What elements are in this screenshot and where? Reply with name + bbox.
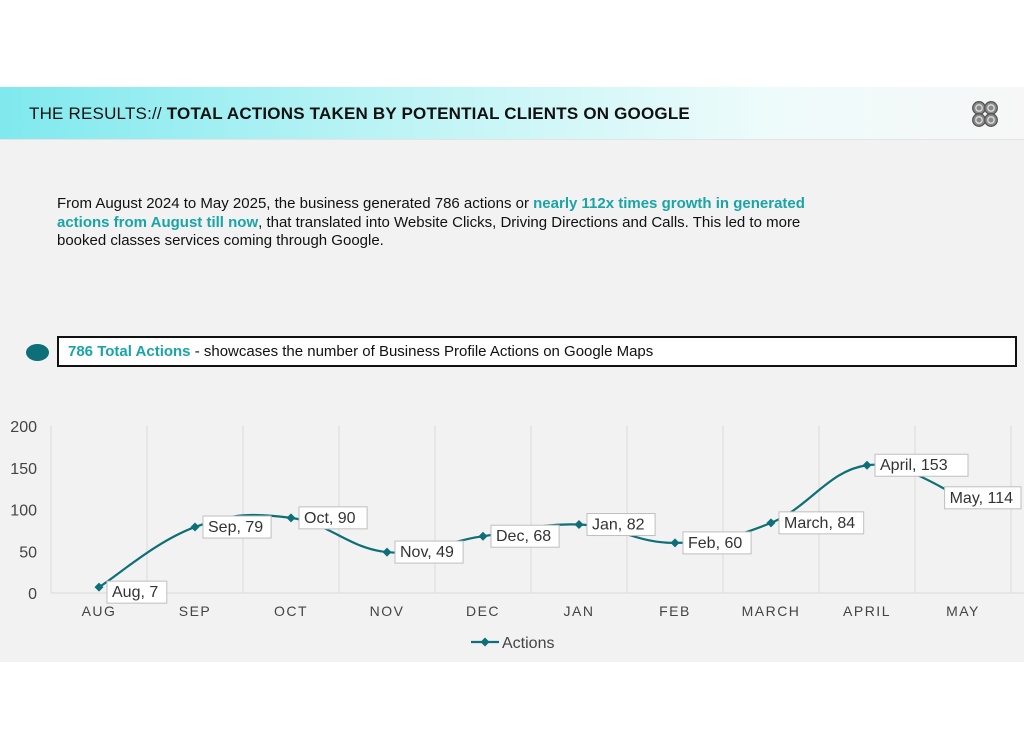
data-label: Jan, 82 (586, 513, 656, 537)
intro-highlight: nearly 112x times growth in generated ac… (57, 195, 805, 231)
data-label: Dec, 68 (490, 524, 560, 548)
data-label: Aug, 7 (106, 580, 168, 604)
data-label: Sep, 79 (202, 515, 272, 539)
y-tick-label: 50 (19, 544, 37, 561)
chart-legend: Actions (471, 635, 554, 652)
data-label-box (586, 513, 656, 537)
data-point-marker (862, 460, 872, 470)
x-tick-label: AUG (82, 603, 117, 619)
x-tick-label: MARCH (742, 603, 801, 619)
data-label-text: April, 153 (880, 457, 948, 474)
data-label: April, 153 (874, 453, 969, 477)
total-actions-callout: 786 Total Actions - showcases the number… (57, 336, 1017, 367)
x-tick-label: FEB (659, 603, 691, 619)
data-label: March, 84 (778, 511, 865, 535)
data-label-box (944, 486, 1022, 510)
title-prefix: THE RESULTS:// (29, 104, 162, 123)
intro-text-1: From August 2024 to May 2025, the busine… (57, 195, 534, 212)
x-tick-label: NOV (370, 603, 405, 619)
intro-text-2: , that translated into Website Clicks, D… (57, 213, 801, 250)
data-point-marker (382, 547, 392, 557)
data-point-marker (478, 531, 488, 541)
callout-highlight: 786 Total Actions (68, 343, 191, 360)
data-label-box (778, 511, 865, 535)
data-point-marker (94, 582, 104, 592)
y-tick-label: 200 (10, 419, 37, 436)
quad-circle-logo-icon (972, 101, 998, 127)
data-label-box (106, 580, 168, 604)
data-labels: Aug, 7 Sep, 79 Oct, 90 Nov, 49 Dec, 68 Jan, 8… (106, 453, 1022, 604)
data-label-box (394, 540, 464, 564)
chart-gridlines (50, 426, 1024, 594)
legend-marker-icon (480, 637, 490, 647)
data-label-text: Oct, 90 (304, 510, 356, 527)
title-main: TOTAL ACTIONS TAKEN BY POTENTIAL CLIENTS… (166, 104, 690, 123)
data-label-text: May, 114 (950, 490, 1014, 507)
y-axis: 0 50 100 150 200 (10, 419, 37, 603)
data-label-text: Nov, 49 (400, 544, 454, 561)
bullet-dot-icon (26, 344, 49, 361)
data-label-text: March, 84 (784, 515, 855, 532)
data-label-text: Aug, 7 (112, 584, 158, 601)
legend-label: Actions (502, 635, 554, 652)
data-label-box (202, 515, 272, 539)
data-point-marker (286, 513, 296, 523)
data-label: Nov, 49 (394, 540, 464, 564)
intro-paragraph: From August 2024 to May 2025, the busine… (57, 195, 817, 251)
data-point-marker (766, 518, 776, 528)
data-label-box (874, 453, 969, 477)
data-label-text: Feb, 60 (688, 535, 742, 552)
x-tick-label: OCT (274, 603, 308, 619)
data-label-text: Sep, 79 (208, 519, 263, 536)
x-tick-label: APRIL (843, 603, 891, 619)
data-label: Oct, 90 (298, 506, 368, 530)
results-slide: THE RESULTS:// TOTAL ACTIONS TAKEN BY PO… (0, 87, 1024, 713)
header-band: THE RESULTS:// TOTAL ACTIONS TAKEN BY PO… (0, 87, 1024, 140)
y-tick-label: 100 (10, 503, 37, 520)
data-point-marker (670, 538, 680, 548)
x-tick-label: MAY (946, 603, 980, 619)
data-point-marker (574, 520, 584, 530)
data-label-text: Dec, 68 (496, 528, 551, 545)
data-label-text: Jan, 82 (592, 517, 645, 534)
x-tick-label: SEP (179, 603, 212, 619)
watermark-logo-icon (50, 663, 100, 713)
x-tick-label: DEC (466, 603, 500, 619)
x-tick-label: JAN (564, 603, 595, 619)
data-label-box (682, 531, 752, 555)
y-tick-label: 150 (10, 461, 37, 478)
x-axis: AUG SEP OCT NOV DEC JAN FEB MARCH APRIL MAY (82, 603, 980, 619)
callout-text: - showcases the number of Business Profi… (190, 343, 654, 360)
data-label-box (298, 506, 368, 530)
data-label: May, 114 (944, 486, 1022, 510)
y-tick-label: 0 (28, 586, 37, 603)
page-title: THE RESULTS:// TOTAL ACTIONS TAKEN BY PO… (29, 104, 690, 124)
data-label: Feb, 60 (682, 531, 752, 555)
data-point-marker (190, 522, 200, 532)
data-label-box (490, 524, 560, 548)
